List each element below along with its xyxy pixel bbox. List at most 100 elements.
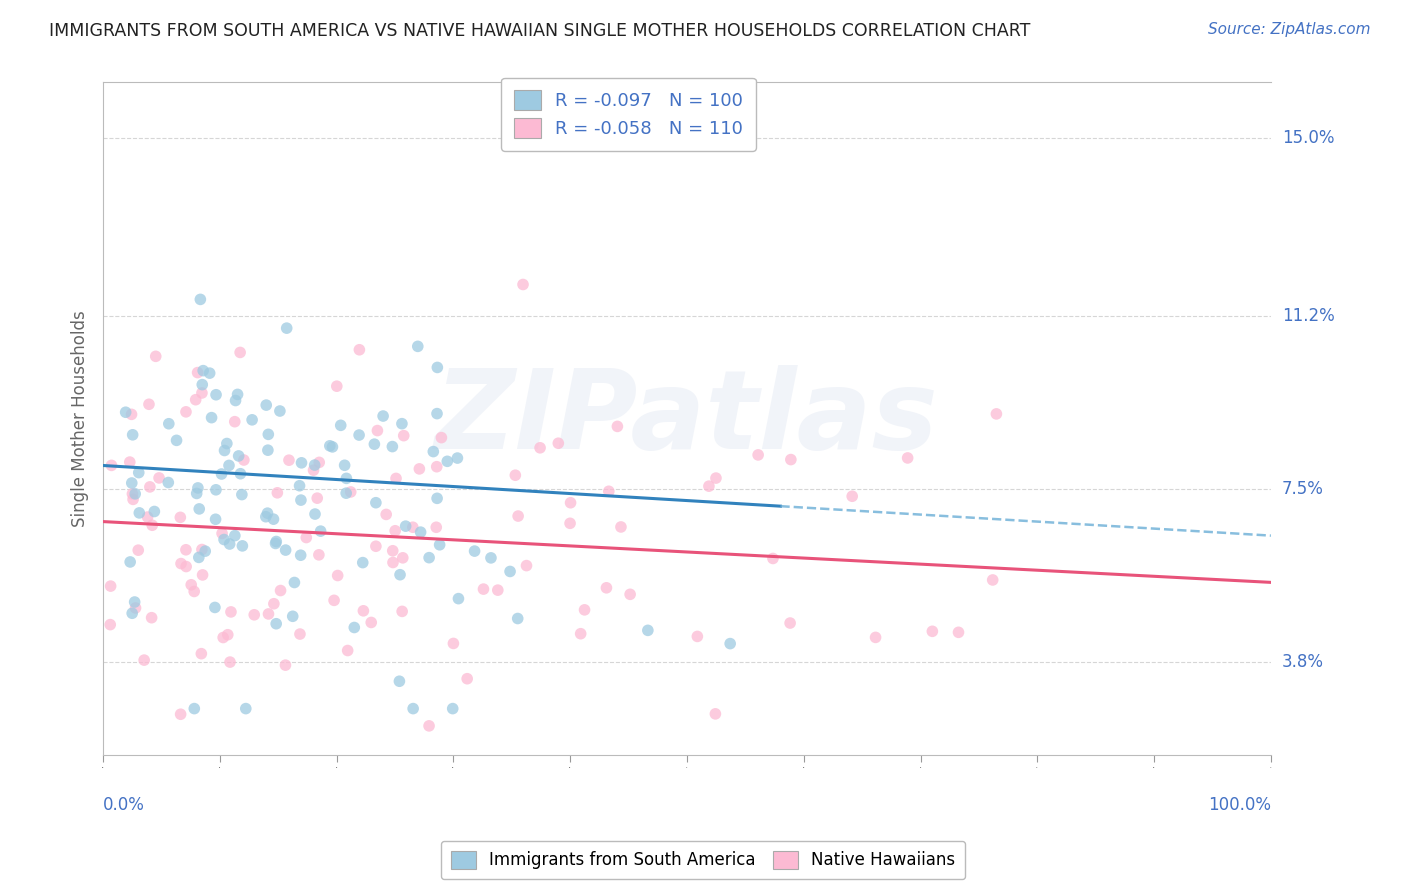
Point (304, 507, 326, 521)
Point (323, 593, 346, 607)
Point (190, 647, 212, 661)
Point (426, 407, 449, 421)
Point (157, 475, 180, 490)
Point (697, 479, 720, 493)
Point (264, 534, 287, 549)
Point (229, 345, 252, 359)
Point (257, 607, 280, 621)
Point (384, 524, 406, 538)
Point (364, 539, 387, 553)
Point (174, 405, 197, 419)
Point (326, 379, 349, 393)
Point (266, 485, 288, 500)
Point (574, 603, 596, 617)
Point (637, 624, 659, 638)
Point (395, 519, 418, 533)
Point (127, 543, 149, 558)
Point (124, 601, 146, 615)
Legend: Immigrants from South America, Native Hawaiians: Immigrants from South America, Native Ha… (441, 840, 965, 880)
Point (124, 595, 146, 609)
Point (464, 544, 486, 558)
Point (529, 441, 551, 455)
Point (366, 424, 388, 438)
Point (402, 520, 425, 534)
Point (897, 450, 920, 465)
Point (352, 604, 374, 618)
Point (124, 487, 146, 501)
Point (349, 343, 371, 357)
Point (505, 468, 527, 483)
Point (121, 487, 143, 501)
Point (200, 410, 222, 425)
Point (198, 366, 221, 380)
Point (194, 544, 217, 558)
Point (232, 453, 254, 467)
Point (406, 339, 429, 353)
Point (191, 377, 214, 392)
Point (98, 617, 121, 632)
Point (347, 428, 370, 442)
Point (486, 583, 509, 598)
Text: Source: ZipAtlas.com: Source: ZipAtlas.com (1208, 22, 1371, 37)
Point (174, 542, 197, 557)
Point (446, 451, 468, 466)
Point (598, 484, 620, 499)
Point (174, 559, 197, 574)
Point (360, 615, 382, 630)
Point (254, 509, 277, 524)
Point (243, 607, 266, 622)
Point (402, 701, 425, 715)
Point (145, 349, 167, 363)
Point (704, 706, 727, 721)
Point (214, 443, 236, 458)
Point (382, 556, 405, 570)
Point (441, 636, 464, 650)
Point (704, 471, 727, 485)
Point (426, 360, 449, 375)
Point (257, 443, 280, 458)
Point (512, 277, 534, 292)
Point (191, 542, 214, 557)
Point (363, 437, 385, 451)
Text: 11.2%: 11.2% (1282, 307, 1334, 325)
Point (143, 504, 166, 518)
Point (212, 631, 235, 645)
Point (215, 436, 238, 450)
Point (276, 321, 298, 335)
Point (141, 610, 163, 624)
Point (281, 609, 304, 624)
Point (408, 462, 430, 476)
Point (436, 454, 458, 468)
Text: IMMIGRANTS FROM SOUTH AMERICA VS NATIVE HAWAIIAN SINGLE MOTHER HOUSEHOLDS CORREL: IMMIGRANTS FROM SOUTH AMERICA VS NATIVE … (49, 22, 1031, 40)
Point (254, 398, 277, 412)
Point (224, 529, 246, 543)
Point (225, 393, 247, 408)
Text: 15.0%: 15.0% (1282, 129, 1334, 147)
Point (121, 607, 143, 621)
Point (418, 719, 440, 733)
Point (184, 392, 207, 407)
Point (560, 496, 582, 510)
Point (558, 516, 581, 531)
Point (686, 629, 709, 643)
Point (447, 591, 470, 606)
Text: 0.0%: 0.0% (103, 796, 145, 814)
Point (302, 463, 325, 477)
Point (211, 526, 233, 541)
Text: 7.5%: 7.5% (1282, 480, 1324, 498)
Point (391, 417, 413, 431)
Point (121, 475, 143, 490)
Point (422, 444, 444, 458)
Point (389, 567, 412, 582)
Point (187, 550, 209, 565)
Point (157, 417, 180, 431)
Point (183, 584, 205, 599)
Point (865, 631, 887, 645)
Point (472, 582, 495, 596)
Point (121, 427, 143, 442)
Point (188, 502, 211, 516)
Point (352, 556, 374, 570)
Point (333, 458, 356, 473)
Point (381, 440, 404, 454)
Point (430, 431, 453, 445)
